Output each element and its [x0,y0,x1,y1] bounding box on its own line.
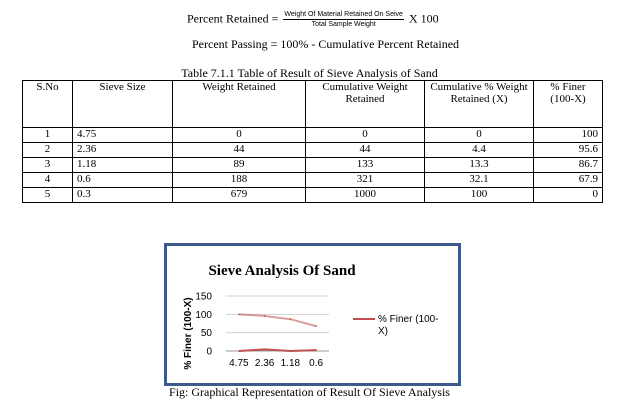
table-cell: 4.75 [72,127,173,143]
table-row: 1 4.75 0 0 0 100 [22,127,603,143]
table-cell: 0 [305,127,425,143]
data-point [315,349,317,351]
table-row: 3 1.18 89 133 13.3 86.7 [22,157,603,173]
chart-svg: Sieve Analysis Of Sand 0 50 100 150 4.75 2.36 1… [183,263,439,370]
table-cell: 679 [172,187,306,203]
table-cell: 89 [172,157,306,173]
data-point [263,315,266,317]
table-cell: 5 [22,187,73,203]
header-cumulative-weight: Cumulative Weight Retained [305,80,425,128]
table-cell: 1000 [305,187,425,203]
table-row: 2 2.36 44 44 4.4 95.6 [22,142,603,158]
formula-multiplier: X 100 [408,11,439,26]
legend-label-line: % Finer (100- [378,314,439,325]
legend-label-line: X) [378,326,388,337]
table-cell: 2 [22,142,73,158]
data-point [238,350,240,352]
table-cell: 95.6 [533,142,603,158]
y-tick-label: 50 [201,328,213,339]
table-cell: 0 [424,127,534,143]
table-cell: 13.3 [424,157,534,173]
data-point [238,313,240,316]
table-cell: 321 [305,172,425,188]
data-point [263,348,266,351]
table-cell: 4 [22,172,73,188]
percent-passing-formula: Percent Passing = 100% - Cumulative Perc… [192,37,460,51]
header-sno: S.No [22,80,73,128]
table-cell: 100 [533,127,603,143]
table-cell: 0.3 [72,187,173,203]
table-cell: 100 [424,187,534,203]
data-point [315,325,317,327]
table-header-row: S.No Sieve Size Weight Retained Cumulati… [22,80,603,128]
sieve-analysis-table: S.No Sieve Size Weight Retained Cumulati… [22,80,603,203]
header-cumulative-percent: Cumulative % Weight Retained (X) [424,80,534,128]
data-point [289,350,292,352]
table-cell: 2.36 [72,142,173,158]
header-sieve-size: Sieve Size [72,80,173,128]
table-cell: 32.1 [424,172,534,188]
fraction-numerator: Weight Of Material Retained On Seive [283,11,404,20]
table-cell: 1.18 [72,157,173,173]
sieve-chart: Sieve Analysis Of Sand 0 50 100 150 4.75 2.36 1… [164,243,461,386]
percent-retained-formula: Percent Retained = Weight Of Material Re… [187,11,439,28]
header-weight-retained: Weight Retained [172,80,306,128]
y-tick-label: 0 [206,347,212,358]
table-cell: 0 [172,127,306,143]
x-tick-label: 4.75 [229,358,249,369]
chart-title: Sieve Analysis Of Sand [208,263,356,279]
table-cell: 67.9 [533,172,603,188]
header-percent-finer: % Finer (100-X) [533,80,603,128]
table-cell: 0 [533,187,603,203]
y-tick-label: 100 [195,310,212,321]
table-cell: 133 [305,157,425,173]
percent-retained-label: Percent Retained = [187,11,279,26]
figure-caption: Fig: Graphical Representation of Result … [169,385,450,399]
table-cell: 1 [22,127,73,143]
x-tick-label: 0.6 [309,358,323,369]
data-point [289,318,292,321]
table-row: 5 0.3 679 1000 100 0 [22,187,603,203]
table-cell: 44 [305,142,425,158]
table-cell: 4.4 [424,142,534,158]
series-line [238,313,317,328]
legend-label: % Finer (100-X) [378,314,439,337]
x-tick-label: 2.36 [255,358,275,369]
y-tick-label: 150 [195,292,212,303]
formula-fraction: Weight Of Material Retained On Seive Tot… [283,11,404,28]
fraction-denominator: Total Sample Weight [311,21,376,28]
table-caption: Table 7.1.1 Table of Result of Sieve Ana… [181,66,438,80]
y-axis-label: % Finer (100-X) [183,297,194,369]
table-row: 4 0.6 188 321 32.1 67.9 [22,172,603,188]
table-cell: 3 [22,157,73,173]
x-tick-label: 1.18 [281,358,301,369]
table-cell: 0.6 [72,172,173,188]
table-cell: 188 [172,172,306,188]
table-cell: 86.7 [533,157,603,173]
table-cell: 44 [172,142,306,158]
series-line [238,348,317,353]
